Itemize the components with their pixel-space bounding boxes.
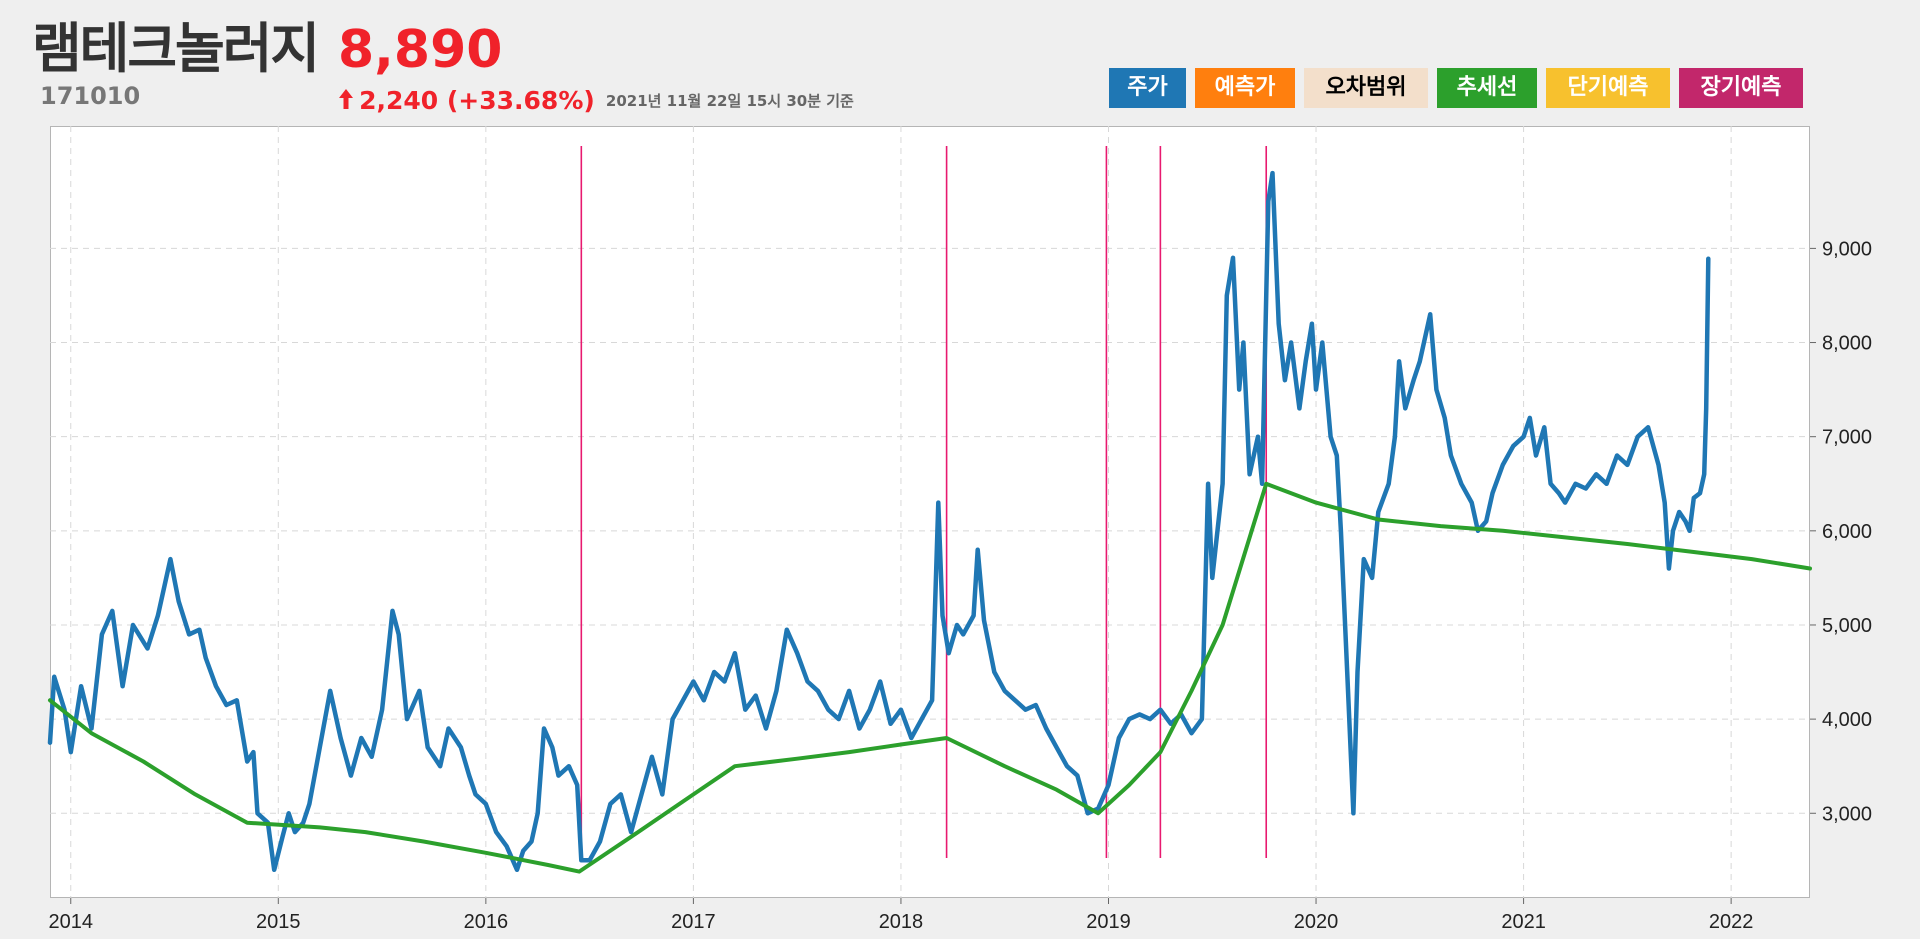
price-change: 2,240 (+33.68%)	[359, 86, 595, 115]
y-tick-label: 5,000	[1822, 615, 1872, 637]
plot-area	[50, 126, 1810, 898]
x-tick-label: 2021	[1501, 911, 1546, 933]
legend-long-term[interactable]: 장기예측	[1679, 68, 1803, 108]
legend-trendline[interactable]: 추세선	[1437, 68, 1537, 108]
legend-error-range[interactable]: 오차범위	[1304, 68, 1428, 108]
y-tick-label: 4,000	[1822, 709, 1872, 731]
x-tick-label: 2016	[464, 911, 509, 933]
price-change-row: 2,240 (+33.68%) 2021년 11월 22일 15시 30분 기준	[338, 86, 854, 115]
current-price: 8,890	[338, 20, 503, 80]
x-tick-label: 2015	[256, 911, 301, 933]
arrow-up-icon	[339, 88, 353, 109]
stock-name: 램테크놀러지	[32, 17, 320, 80]
x-tick-label: 2018	[879, 911, 924, 933]
stock-code: 171010	[40, 82, 141, 110]
as-of-timestamp: 2021년 11월 22일 15시 30분 기준	[605, 92, 854, 110]
legend-short-term[interactable]: 단기예측	[1546, 68, 1670, 108]
y-tick-label: 8,000	[1822, 333, 1872, 355]
x-tick-label: 2022	[1709, 911, 1754, 933]
trend-line	[48, 481, 1812, 874]
price-line	[47, 170, 1711, 873]
legend-price[interactable]: 주가	[1109, 68, 1186, 108]
legend-forecast[interactable]: 예측가	[1195, 68, 1295, 108]
y-tick-label: 6,000	[1822, 521, 1872, 543]
y-tick-label: 3,000	[1822, 803, 1872, 825]
x-tick-label: 2017	[671, 911, 716, 933]
x-tick-label: 2020	[1294, 911, 1339, 933]
y-tick-label: 7,000	[1822, 427, 1872, 449]
x-tick-label: 2014	[49, 911, 94, 933]
y-tick-label: 9,000	[1822, 238, 1872, 260]
x-tick-label: 2019	[1086, 911, 1131, 933]
